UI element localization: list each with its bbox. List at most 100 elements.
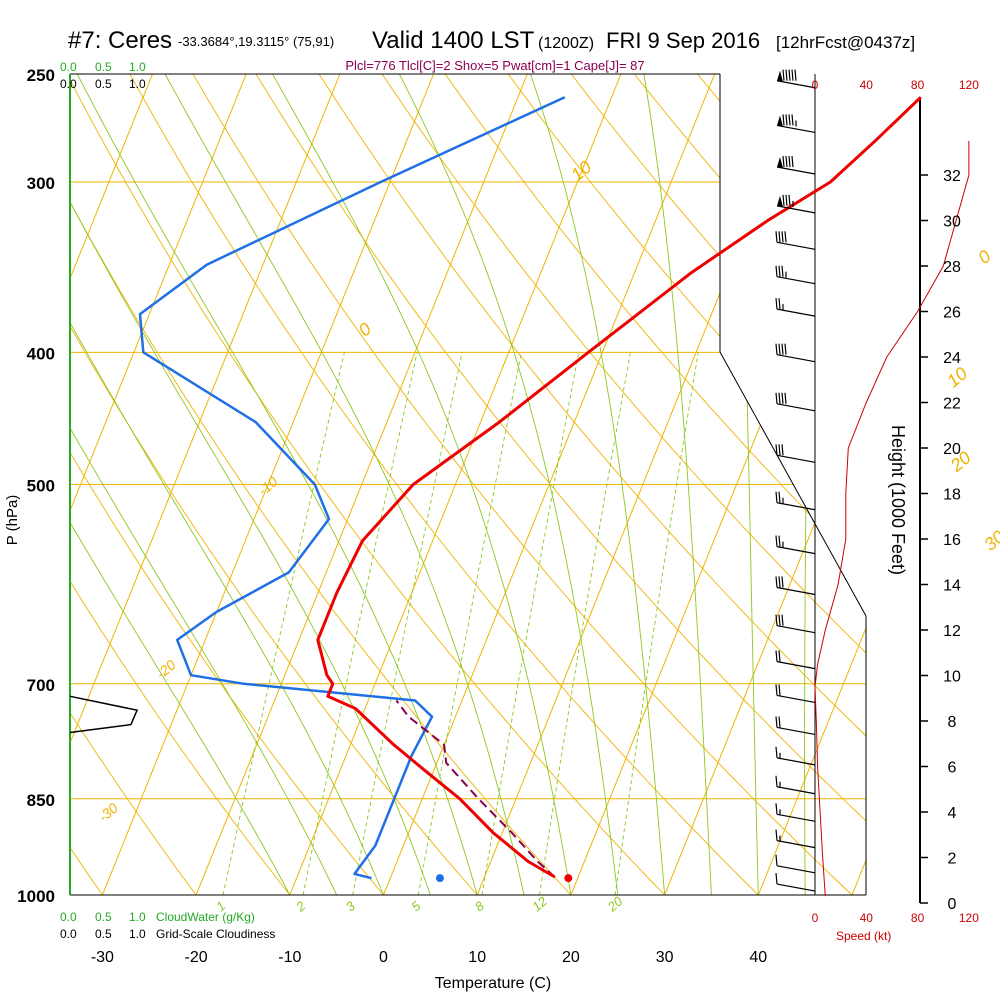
height-tick-label: 14 [943, 578, 961, 595]
cloud-scale-bottom-black-0: 0.0 [60, 927, 77, 941]
mixing-ratio-label: 8 [472, 898, 488, 915]
wind-barb-full [778, 392, 781, 404]
mixing-ratio-label: 5 [408, 898, 424, 915]
forecast-label: [12hrFcst@0437z] [776, 33, 915, 52]
wind-barb [775, 298, 816, 317]
mixing-ratio-line [302, 352, 418, 895]
cloud-scale-top-green-1: 0.5 [95, 60, 112, 74]
cloud-scale-bottom-green-0: 0.0 [60, 910, 77, 924]
isotherm-line [851, 74, 866, 895]
wind-barb-full [781, 614, 784, 626]
isotherm-line [101, 74, 435, 895]
wind-barb-staff [776, 124, 816, 134]
temperature-tick-label: 30 [656, 949, 674, 966]
pressure-tick-label: 400 [27, 344, 55, 363]
wind-barb-staff [776, 80, 816, 89]
wind-barb-full [778, 716, 781, 728]
cloud-scale-top-black-1: 0.5 [95, 77, 112, 91]
parcel-profile-line [395, 699, 556, 878]
wind-barb-staff [776, 241, 816, 250]
wind-barb [776, 194, 816, 214]
mixing-ratio-line [538, 352, 631, 895]
wind-barb [775, 614, 816, 634]
wind-barb-full [788, 155, 791, 168]
dry-adiabat-line [864, 74, 866, 895]
cloud-scale-top-black-0: 0.0 [60, 77, 77, 91]
moist-adiabat-line [70, 108, 291, 895]
cloud-scale-top-green-2: 1.0 [129, 60, 146, 74]
speed-tick-top: 40 [860, 78, 874, 92]
moist-adiabat-line [76, 74, 478, 895]
station-title: #7: Ceres [68, 27, 172, 54]
wind-barb-full [784, 231, 787, 243]
wind-barb-full [794, 69, 797, 81]
height-tick-label: 24 [943, 350, 961, 367]
temperature-tick-label: 0 [379, 949, 388, 966]
wind-barb-full [775, 684, 778, 696]
cloud-scale-top: 0.0 0.5 1.0 0.0 0.5 1.0 [60, 60, 146, 91]
wind-barb-pennant [777, 195, 783, 207]
speed-tick-bottom: 40 [860, 911, 874, 925]
moist-adiabat-line [398, 74, 619, 895]
isotherm-label: -20 [153, 656, 179, 681]
dry-adiabat-line [116, 74, 759, 895]
wind-barb-staff [776, 403, 816, 412]
mixing-ratio-label: 2 [292, 898, 309, 915]
wind-barb-full [784, 343, 787, 355]
zulu-time: (1200Z) [538, 35, 594, 52]
wind-barb-full [788, 194, 791, 206]
wind-barb-staff [776, 205, 816, 214]
wind-barb-full [778, 535, 781, 547]
wind-barb [775, 343, 816, 363]
moist-adiabat-line [70, 74, 431, 895]
wind-barb [775, 854, 816, 874]
wind-barb-staff [776, 726, 816, 736]
isotherm-line [195, 74, 528, 895]
height-tick-label: 30 [943, 214, 961, 231]
speed-tick-top: 0 [812, 78, 819, 92]
wind-barb-full [775, 343, 778, 355]
wind-barb-staff [776, 813, 816, 822]
mixing-ratio-label: 20 [604, 893, 626, 915]
isotherm-label: -30 [95, 800, 121, 825]
dry-adiabat-line [927, 50, 1000, 895]
wind-barb [775, 650, 816, 670]
wind-barb-staff [776, 166, 816, 175]
pressure-tick-label: 850 [27, 791, 55, 810]
wind-barb-staff [776, 757, 816, 766]
mixing-ratio-line [417, 352, 522, 895]
wind-barb [775, 535, 816, 555]
valid-time: Valid 1400 LST [372, 27, 535, 54]
wind-barb-full [782, 114, 785, 126]
wind-barb-full [785, 194, 788, 206]
wind-barb-staff [776, 661, 816, 670]
cloud-scale-bottom-green-2: 1.0 [129, 910, 146, 924]
wind-barb-staff [776, 276, 816, 285]
dry-adiabat-line [70, 74, 197, 895]
wind-barb [775, 444, 816, 463]
wind-barb-full [775, 650, 778, 662]
background-lines [0, 50, 1000, 895]
speed-tick-bottom: 120 [959, 911, 979, 925]
wind-barb-pennant [777, 157, 783, 169]
mixing-ratio-line [481, 352, 580, 895]
mixing-ratio-label: 3 [343, 898, 359, 915]
wind-barb-full [775, 872, 778, 885]
temperature-tick-label: 10 [468, 949, 486, 966]
dry-adiabat-line [70, 74, 384, 895]
wind-barb-full [781, 231, 784, 243]
wind-barb-full [781, 265, 784, 277]
height-tick-label: 6 [948, 760, 957, 777]
dry-adiabat-line [0, 50, 9, 895]
wind-barb-full [778, 231, 781, 243]
pressure-tick-label: 250 [27, 66, 55, 85]
wind-barb-full [775, 775, 778, 787]
pressure-axis-title: P (hPa) [4, 495, 21, 546]
wind-barb-staff [776, 308, 816, 317]
wind-barb [775, 231, 816, 250]
moist-adiabat-line [70, 74, 384, 895]
cloud-water-label: CloudWater (g/Kg) [156, 910, 255, 924]
temperature-tick-label: -20 [185, 949, 208, 966]
pressure-tick-label: 300 [27, 174, 55, 193]
wind-barb-full [788, 114, 791, 126]
